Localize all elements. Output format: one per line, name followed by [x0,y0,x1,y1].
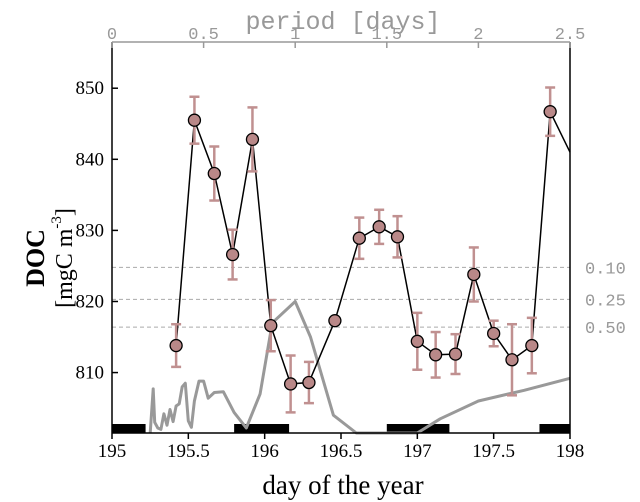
significance-labels: 0.10 0.25 0.50 [585,260,626,339]
y-axis-label: DOC [mgC m-3] [21,208,78,308]
data-point [525,338,539,353]
data-point [372,220,386,234]
top-tick-label: 0 [107,26,117,45]
data-point [207,166,221,181]
data-point [429,348,443,362]
y-axis-ticks: 810 820 830 840 850 [76,78,118,384]
top-tick-label: 1.5 [371,26,402,45]
top-tick-label: 0.5 [188,26,219,45]
night-bars [112,424,570,433]
x-tick-label: 196 [250,441,279,462]
data-point [225,247,240,262]
night-bar [112,424,146,433]
data-point [505,353,519,367]
top-axis-label: period [days] [245,8,440,37]
top-axis-ticks: 0 0.5 1 1.5 2 2.5 [107,26,585,48]
top-tick-label: 2.5 [555,26,586,45]
data-point [487,326,501,341]
y-axis-label-exponent: -3 [49,216,65,229]
x-axis-label: day of the year [262,470,423,500]
x-tick-label: 197.5 [472,441,515,462]
y-tick-label: 820 [76,291,105,312]
y-tick-label: 830 [76,220,105,241]
data-point [328,314,342,328]
significance-label: 0.10 [585,260,626,279]
data-point [352,231,366,245]
x-tick-label: 197 [403,441,432,462]
data-point [467,267,481,282]
doc-markers [169,105,557,391]
data-point [283,377,298,391]
data-point [543,105,557,119]
top-tick-label: 2 [473,26,483,45]
top-tick-label: 1 [290,26,300,45]
data-point [302,375,316,390]
data-point [245,132,260,147]
significance-label: 0.50 [585,320,626,339]
y-tick-label: 810 [76,363,105,384]
y-axis-label-close: ] [52,208,78,216]
night-bar [539,424,570,433]
y-tick-label: 840 [76,149,105,170]
x-tick-label: 195.5 [167,441,210,462]
y-axis-label-units: [mgC m [52,228,78,308]
significance-label: 0.25 [585,292,626,311]
y-tick-label: 850 [76,78,105,99]
x-axis-ticks: 195 195.5 196 196.5 197 197.5 198 [98,433,585,462]
night-bar [386,424,450,433]
x-tick-label: 198 [556,441,585,462]
plot-area [112,42,570,433]
night-bar [234,424,290,433]
data-point [264,319,278,333]
data-point [410,334,424,348]
y-axis-label-units-line: [mgC m-3] [49,208,78,308]
data-point [390,230,405,244]
x-tick-label: 196.5 [320,441,363,462]
data-point [448,347,463,361]
y-axis-label-main: DOC [21,229,50,287]
data-point [187,113,202,127]
data-point [169,338,183,353]
x-tick-label: 195 [98,441,127,462]
